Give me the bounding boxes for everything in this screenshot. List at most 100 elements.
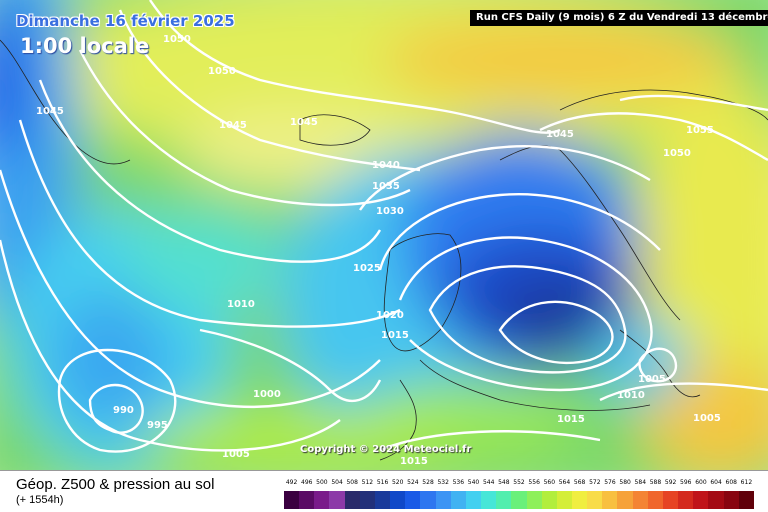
isobar-label: 1015 xyxy=(557,414,585,425)
isobar-label: 1015 xyxy=(381,330,409,341)
isobar-label: 1015 xyxy=(400,456,428,467)
color-scale-value: 588 xyxy=(649,479,662,486)
color-scale-value: 512 xyxy=(361,479,374,486)
color-scale-swatch xyxy=(738,491,754,509)
color-scale-value: 592 xyxy=(664,479,677,486)
color-scale-swatch xyxy=(390,491,406,509)
color-scale-swatch xyxy=(511,491,527,509)
color-scale-swatch xyxy=(723,491,739,509)
isobar-label-layer: 1050 1050 1045 1045 1045 1040 1035 1030 … xyxy=(36,34,721,467)
color-scale-swatch xyxy=(405,491,421,509)
weather-map: 1050 1050 1045 1045 1045 1040 1035 1030 … xyxy=(0,0,768,470)
color-scale-swatch xyxy=(450,491,466,509)
isobar-label: 1045 xyxy=(219,120,247,131)
isobar-label: 1010 xyxy=(617,390,645,401)
color-scale-swatch xyxy=(678,491,694,509)
color-scale-value: 536 xyxy=(452,479,465,486)
isobar-label: 1000 xyxy=(253,389,281,400)
color-scale-value: 600 xyxy=(695,479,707,486)
isobar-label: 990 xyxy=(113,405,134,416)
color-scale-value: 504 xyxy=(331,479,343,486)
map-canvas: 1050 1050 1045 1045 1045 1040 1035 1030 … xyxy=(0,0,768,470)
isobar-label: 1005 xyxy=(222,449,250,460)
color-scale-value: 604 xyxy=(710,479,722,486)
color-scale-swatch xyxy=(481,491,497,509)
color-scale-value: 520 xyxy=(391,479,404,486)
lead-time: (+ 1554h) xyxy=(16,494,64,506)
color-scale-swatch xyxy=(435,491,451,509)
color-scale-value: 544 xyxy=(482,479,495,486)
color-scale-swatch xyxy=(314,491,330,509)
geopotential-field xyxy=(0,0,768,470)
color-scale-swatch xyxy=(299,491,315,509)
color-scale-value: 508 xyxy=(346,479,358,486)
color-scale-swatch xyxy=(708,491,724,509)
color-scale-swatch xyxy=(602,491,618,509)
color-scale-swatch xyxy=(587,491,603,509)
color-scale-swatch xyxy=(284,491,300,509)
isobars xyxy=(0,0,768,452)
color-scale: 492 496 500 504 508 512 516 520 524 528 532 536 540 5… xyxy=(284,479,754,509)
color-scale-value: 580 xyxy=(619,479,631,486)
color-scale-value: 612 xyxy=(740,479,753,486)
isobar-label: 1010 xyxy=(227,299,255,310)
color-scale-value: 584 xyxy=(634,479,647,486)
color-scale-value: 564 xyxy=(558,479,571,486)
color-scale-swatch xyxy=(420,491,436,509)
isobar-label: 995 xyxy=(147,420,168,431)
isobar-label: 1045 xyxy=(290,117,318,128)
isobar-label: 1035 xyxy=(372,181,400,192)
color-scale-swatch xyxy=(662,491,679,509)
color-scale-value: 552 xyxy=(513,479,525,486)
color-scale-value: 528 xyxy=(422,479,434,486)
isobar-label: 1055 xyxy=(686,125,714,136)
isobar-label: 1050 xyxy=(208,66,236,77)
color-scale-labels: 492 496 500 504 508 512 516 520 524 528 532 536 540 5… xyxy=(284,479,754,489)
color-scale-value: 500 xyxy=(316,479,328,486)
color-scale-value: 516 xyxy=(376,479,389,486)
color-scale-swatch xyxy=(571,491,588,509)
isobar-label: 1005 xyxy=(693,413,721,424)
color-scale-value: 496 xyxy=(301,479,313,486)
color-scale-value: 524 xyxy=(407,479,419,486)
color-scale-swatch xyxy=(632,491,648,509)
isobar-label: 1040 xyxy=(372,160,400,171)
color-scale-value: 572 xyxy=(589,479,601,486)
color-scale-swatch xyxy=(693,491,709,509)
color-scale-swatch xyxy=(329,491,345,509)
color-scale-value: 548 xyxy=(498,479,510,486)
isobar-label: 1045 xyxy=(36,106,64,117)
color-scale-value: 540 xyxy=(467,479,480,486)
isobar-label: 1020 xyxy=(376,310,404,321)
color-scale-value: 556 xyxy=(528,479,540,486)
color-scale-swatch xyxy=(465,491,482,509)
color-scale-swatch xyxy=(647,491,663,509)
color-scale-swatch xyxy=(359,491,375,509)
color-scale-value: 492 xyxy=(285,479,298,486)
color-scale-bar xyxy=(284,491,754,509)
isobar-label: 1030 xyxy=(376,206,404,217)
product-title: Géop. Z500 & pression au sol xyxy=(16,476,215,493)
color-scale-swatch xyxy=(374,491,391,509)
color-scale-value: 608 xyxy=(725,479,737,486)
color-scale-value: 596 xyxy=(680,479,692,486)
legend-footer: Géop. Z500 & pression au sol (+ 1554h) 4… xyxy=(0,470,768,512)
color-scale-value: 560 xyxy=(543,479,556,486)
model-run-info: Run CFS Daily (9 mois) 6 Z du Vendredi 1… xyxy=(470,10,768,26)
color-scale-swatch xyxy=(496,491,512,509)
isobar-label: 1025 xyxy=(353,263,381,274)
color-scale-value: 532 xyxy=(437,479,449,486)
color-scale-value: 576 xyxy=(604,479,616,486)
isobar-label: 1045 xyxy=(546,129,574,140)
isobar-label: 1050 xyxy=(663,148,691,159)
copyright-notice: Copyright © 2024 Meteociel.fr xyxy=(300,444,472,455)
color-scale-swatch xyxy=(617,491,633,509)
color-scale-swatch xyxy=(541,491,557,509)
color-scale-swatch xyxy=(344,491,360,509)
color-scale-value: 568 xyxy=(573,479,586,486)
isobar-label: 1050 xyxy=(163,34,191,45)
color-scale-swatch xyxy=(526,491,542,509)
forecast-date: Dimanche 16 février 2025 xyxy=(16,12,235,30)
color-scale-swatch xyxy=(556,491,572,509)
